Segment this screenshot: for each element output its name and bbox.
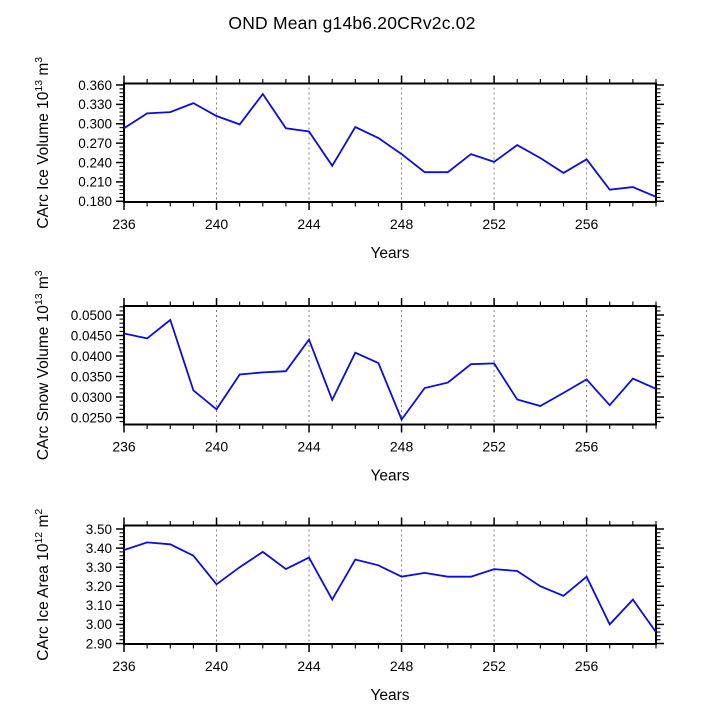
y-tick-labels: 0.0250 0.0300 0.0350 0.0400 0.0450 0.0500 bbox=[71, 308, 112, 425]
y-tick-label: 3.10 bbox=[86, 598, 112, 613]
y-tick-label: 0.0400 bbox=[71, 349, 112, 364]
gridlines bbox=[216, 519, 588, 650]
panel-carc-ice-area: 236 240 244 248 252 256 2.90 3.00 3.10 3.20 3.30 3.… bbox=[33, 509, 664, 704]
x-tick-labels: 236 240 244 248 252 256 bbox=[112, 439, 598, 455]
x-tick-label: 252 bbox=[482, 216, 506, 232]
y-tick-labels: 0.180 0.210 0.240 0.270 0.300 0.330 0.360 bbox=[78, 78, 112, 209]
x-tick-label: 256 bbox=[575, 216, 599, 232]
x-tick-label: 248 bbox=[390, 216, 414, 232]
x-axis-title: Years bbox=[370, 245, 409, 262]
y-tick-label: 0.0500 bbox=[71, 308, 112, 323]
y-tick-label: 0.330 bbox=[78, 97, 112, 112]
plot-frame bbox=[123, 524, 657, 645]
y-ticks bbox=[116, 528, 664, 645]
y-tick-label: 0.0250 bbox=[71, 410, 112, 425]
data-line bbox=[123, 92, 657, 198]
y-ticks bbox=[116, 306, 664, 423]
y-tick-label: 0.0300 bbox=[71, 390, 112, 405]
x-tick-label: 252 bbox=[482, 658, 506, 674]
x-tick-label: 240 bbox=[205, 658, 229, 674]
data-line bbox=[123, 318, 657, 422]
x-ticks bbox=[123, 298, 657, 433]
x-tick-label: 236 bbox=[112, 658, 136, 674]
x-tick-label: 252 bbox=[482, 439, 506, 455]
y-tick-label: 2.90 bbox=[86, 636, 112, 651]
y-tick-label: 3.30 bbox=[86, 560, 112, 575]
x-axis-title: Years bbox=[370, 468, 409, 485]
y-tick-label: 3.00 bbox=[86, 617, 112, 632]
x-ticks bbox=[123, 75, 657, 210]
x-tick-label: 256 bbox=[575, 658, 599, 674]
panel-carc-snow-volume: 236 240 244 248 252 256 0.0250 0.0300 0.0350 0.04… bbox=[33, 270, 664, 485]
x-tick-label: 244 bbox=[297, 658, 321, 674]
plot-frame bbox=[123, 82, 657, 203]
chart-title: OND Mean g14b6.20CRv2c.02 bbox=[228, 13, 476, 33]
x-tick-label: 244 bbox=[297, 439, 321, 455]
x-tick-label: 236 bbox=[112, 439, 136, 455]
data-line bbox=[123, 541, 657, 633]
x-axis-title: Years bbox=[370, 687, 409, 704]
x-tick-label: 248 bbox=[390, 658, 414, 674]
y-tick-label: 0.180 bbox=[78, 194, 112, 209]
x-tick-labels: 236 240 244 248 252 256 bbox=[112, 658, 598, 674]
y-axis-title: CArc Ice Volume 1013 m3 bbox=[33, 57, 52, 229]
x-tick-label: 240 bbox=[205, 439, 229, 455]
y-tick-label: 0.210 bbox=[78, 175, 112, 190]
y-tick-label: 0.300 bbox=[78, 117, 112, 132]
gridlines bbox=[216, 300, 588, 431]
y-axis-title: CArc Snow Volume 1013 m3 bbox=[33, 270, 52, 460]
y-tick-label: 0.0450 bbox=[71, 328, 112, 343]
x-tick-label: 248 bbox=[390, 439, 414, 455]
y-tick-label: 3.20 bbox=[86, 579, 112, 594]
y-tick-label: 0.270 bbox=[78, 136, 112, 151]
y-axis-title: CArc Ice Area 1012 m2 bbox=[33, 509, 52, 661]
plot-frame bbox=[123, 305, 657, 426]
x-tick-label: 244 bbox=[297, 216, 321, 232]
y-tick-label: 0.0350 bbox=[71, 369, 112, 384]
x-tick-label: 236 bbox=[112, 216, 136, 232]
y-tick-label: 3.50 bbox=[86, 522, 112, 537]
panel-carc-ice-volume: 236 240 244 248 252 2560.1800.2100.2400.2700.… bbox=[33, 57, 664, 262]
x-tick-label: 256 bbox=[575, 439, 599, 455]
gridlines bbox=[216, 77, 588, 208]
x-tick-label: 240 bbox=[205, 216, 229, 232]
y-tick-label: 3.40 bbox=[86, 541, 112, 556]
y-tick-labels: 2.90 3.00 3.10 3.20 3.30 3.40 3.50 bbox=[86, 522, 112, 652]
y-ticks bbox=[116, 84, 664, 203]
x-tick-labels: 236 240 244 248 252 256 bbox=[112, 216, 598, 232]
y-tick-label: 0.240 bbox=[78, 155, 112, 170]
y-tick-label: 0.360 bbox=[78, 78, 112, 93]
